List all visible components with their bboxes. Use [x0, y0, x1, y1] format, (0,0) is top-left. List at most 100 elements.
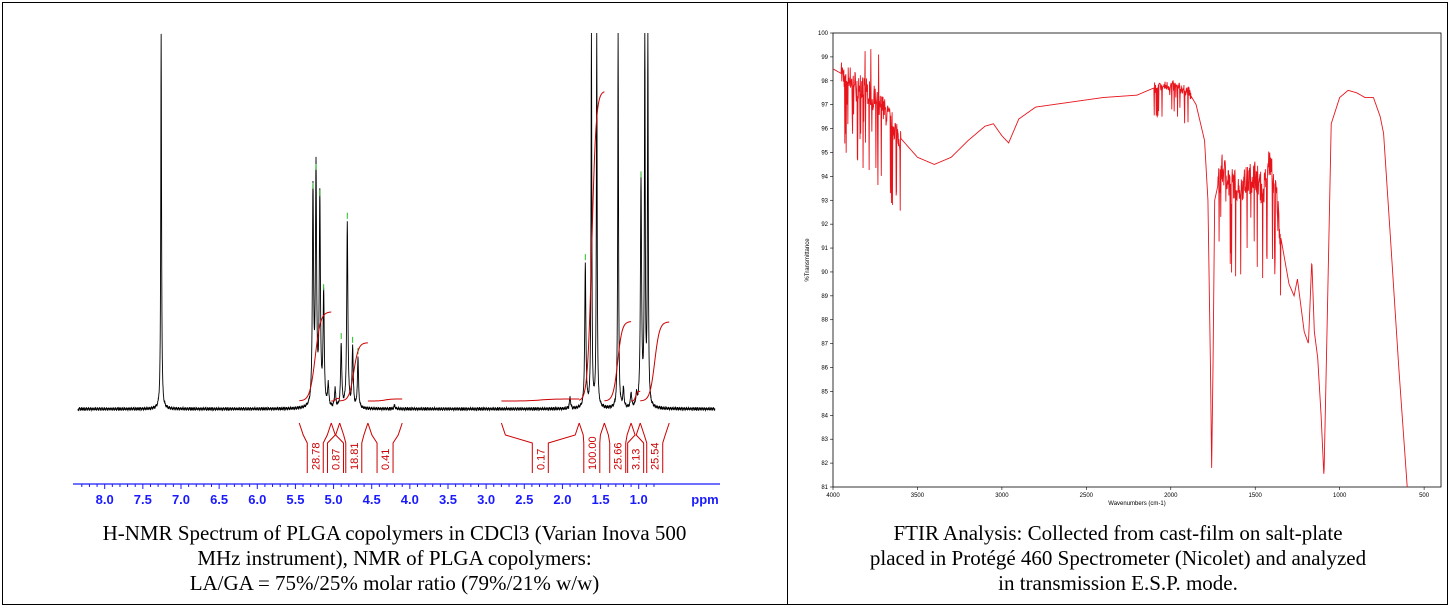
nmr-integral-curve: [604, 321, 632, 402]
nmr-integral-bracket: [627, 422, 645, 473]
nmr-integral-bracket: [603, 422, 632, 473]
ftir-x-tick-label: 1000: [1333, 493, 1347, 499]
nmr-integral-label: 3.13: [631, 449, 643, 470]
nmr-x-tick-label: 1.5: [592, 492, 610, 507]
nmr-integral-curve: [339, 342, 368, 402]
ftir-plot-area: [832, 32, 1442, 488]
nmr-bracket-right: [361, 422, 369, 473]
nmr-integral-curve: [631, 390, 641, 402]
nmr-x-tick-label: 4.5: [363, 492, 381, 507]
panel-divider: [787, 2, 788, 605]
ftir-y-tick-label: 82: [821, 461, 828, 467]
nmr-integral-label: 100.00: [587, 436, 599, 470]
nmr-bracket-right: [662, 422, 670, 473]
nmr-bracket-right: [625, 422, 632, 473]
nmr-trace: [77, 32, 716, 413]
ftir-y-tick-label: 81: [821, 485, 828, 491]
nmr-integral-label: 25.66: [613, 442, 625, 470]
ftir-caption-line-3: in transmission E.S.P. mode.: [998, 571, 1238, 595]
nmr-integral-label: 18.81: [349, 442, 361, 470]
ftir-y-tick-label: 84: [821, 413, 828, 419]
ftir-x-tick-label: 3500: [911, 493, 925, 499]
nmr-bracket-left: [639, 422, 648, 473]
nmr-bracket-right: [599, 422, 605, 473]
ftir-y-tick-label: 95: [821, 150, 828, 156]
ftir-y-tick-label: 91: [821, 246, 828, 252]
nmr-bracket-left: [298, 422, 308, 473]
nmr-x-axis-label: ppm: [691, 492, 718, 507]
ftir-y-tick-label: 89: [821, 294, 828, 300]
ftir-y-tick-label: 92: [821, 222, 828, 228]
nmr-integral-label: 28.78: [310, 442, 322, 470]
nmr-x-tick-label: 3.0: [477, 492, 495, 507]
ftir-y-tick-label: 99: [821, 55, 828, 61]
ftir-x-tick-label: 4000: [826, 493, 840, 499]
nmr-bracket-left: [578, 422, 585, 473]
nmr-panel: 28.78 0.87 18.81 0.41 0.17 100.00 25.66 3.13 25.…: [3, 3, 786, 604]
ftir-y-tick-label: 88: [821, 318, 828, 324]
nmr-x-tick-label: 5.0: [325, 492, 343, 507]
nmr-integral-label: 0.41: [380, 449, 392, 470]
ftir-x-tick-label: 2000: [1164, 493, 1178, 499]
nmr-caption: H-NMR Spectrum of PLGA copolymers in CDC…: [3, 521, 786, 596]
nmr-spectrum-chart: 28.78 0.87 18.81 0.41 0.17 100.00 25.66 3.13 25.…: [73, 32, 720, 507]
nmr-bracket-right: [392, 422, 403, 473]
nmr-bracket-right: [547, 422, 580, 473]
nmr-integral-bracket: [339, 422, 369, 473]
ftir-x-tick-label: 3000: [995, 493, 1009, 499]
ftir-x-tick-label: 1500: [1249, 493, 1263, 499]
nmr-integral-bracket: [326, 422, 344, 473]
nmr-integral-curve: [640, 321, 670, 402]
nmr-caption-line-3: LA/GA = 75%/25% molar ratio (79%/21% w/w…: [189, 571, 600, 595]
ftir-spectrum-chart: 100 99 98 97 96 95 94 93 92 91 90 89 88 87 86 85 84 83 82 8…: [805, 31, 1442, 507]
nmr-x-tick-label: 7.5: [134, 492, 152, 507]
nmr-integral-bracket: [500, 422, 580, 473]
ftir-caption: FTIR Analysis: Collected from cast-film …: [789, 521, 1447, 596]
ftir-y-tick-label: 98: [821, 79, 828, 85]
nmr-x-tick-label: 7.0: [172, 492, 190, 507]
ftir-panel: 100 99 98 97 96 95 94 93 92 91 90 89 88 87 86 85 84 83 82 8…: [789, 3, 1447, 604]
nmr-bracket-right: [635, 422, 645, 473]
nmr-integral-curve: [299, 311, 332, 402]
nmr-x-tick-label: 5.5: [286, 492, 304, 507]
ftir-x-tick-label: 500: [1419, 493, 1430, 499]
nmr-bracket-right: [322, 422, 332, 473]
nmr-integral-label: 0.17: [535, 449, 547, 470]
ftir-y-axis-label: %Transmittance: [805, 238, 811, 282]
nmr-integral-curve: [501, 398, 580, 402]
nmr-integral-bracket: [298, 422, 332, 473]
nmr-bracket-left: [627, 422, 636, 473]
ftir-caption-line-2: placed in Protégé 460 Spectrometer (Nico…: [869, 546, 1367, 570]
ftir-y-tick-label: 87: [821, 342, 828, 348]
ftir-caption-line-1: FTIR Analysis: Collected from cast-film …: [893, 521, 1343, 545]
ftir-x-tick-label: 2500: [1080, 493, 1094, 499]
nmr-integral-bracket: [639, 422, 670, 473]
nmr-x-tick-label: 2.5: [515, 492, 533, 507]
ftir-y-tick-label: 100: [818, 31, 829, 37]
nmr-x-tick-label: 2.0: [553, 492, 571, 507]
ftir-y-tick-label: 86: [821, 366, 828, 372]
ftir-y-tick-label: 85: [821, 389, 828, 395]
nmr-integral-bracket: [367, 422, 403, 473]
nmr-bracket-left: [500, 422, 533, 473]
nmr-bracket-right: [335, 422, 344, 473]
nmr-caption-line-2: MHz instrument), NMR of PLGA copolymers:: [197, 546, 592, 570]
nmr-integral-curve: [331, 397, 340, 402]
nmr-integral-label: 0.87: [330, 449, 342, 470]
ftir-y-tick-label: 90: [821, 270, 828, 276]
nmr-x-tick-label: 1.0: [630, 492, 648, 507]
nmr-x-tick-label: 6.5: [210, 492, 228, 507]
nmr-x-tick-label: 6.0: [248, 492, 266, 507]
nmr-integral-label: 25.54: [650, 442, 662, 470]
nmr-bracket-left: [326, 422, 336, 473]
nmr-bracket-left: [339, 422, 347, 473]
ftir-trace: [832, 49, 1408, 488]
ftir-y-tick-label: 83: [821, 437, 828, 443]
nmr-x-tick-label: 8.0: [96, 492, 114, 507]
nmr-bracket-left: [367, 422, 378, 473]
nmr-x-tick-label: 3.5: [439, 492, 457, 507]
nmr-integral-curve: [579, 91, 605, 401]
nmr-integral-bracket: [578, 422, 605, 473]
ftir-y-tick-label: 97: [821, 103, 828, 109]
